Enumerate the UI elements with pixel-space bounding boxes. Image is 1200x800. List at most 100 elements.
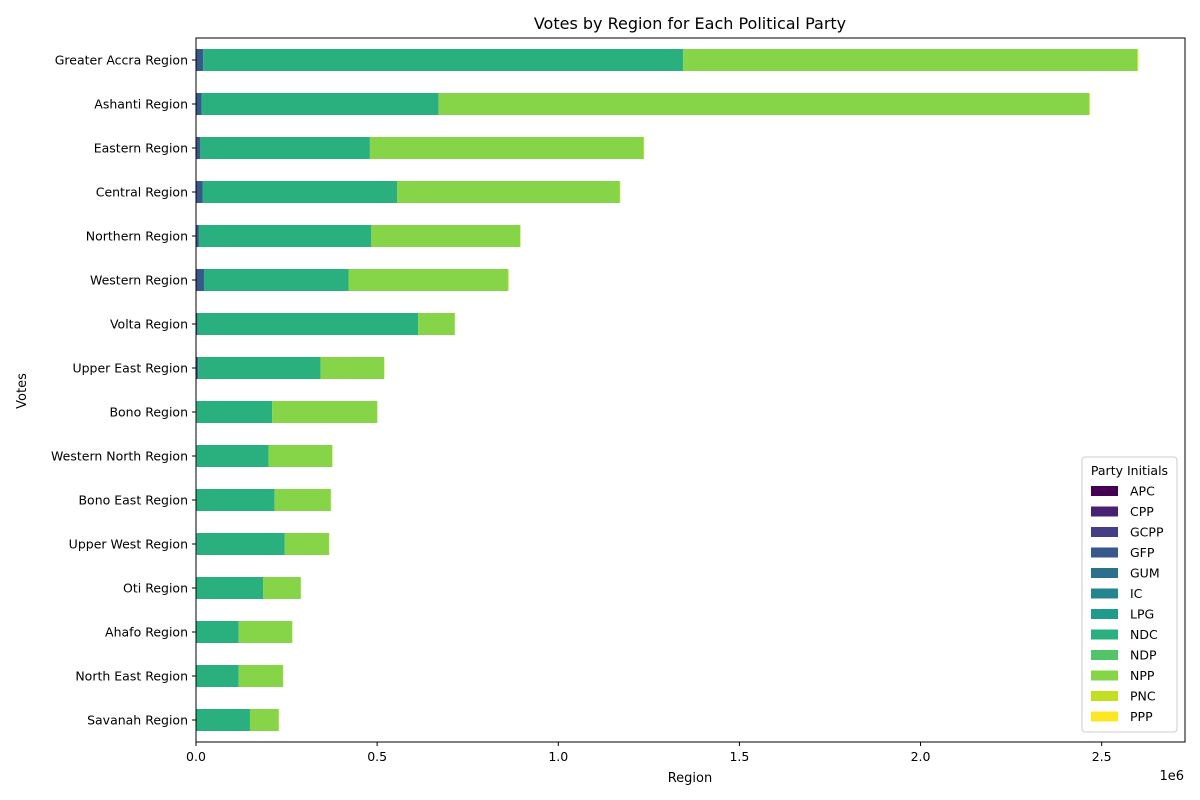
bar-npp-8 bbox=[320, 357, 385, 379]
y-tick-label: Greater Accra Region bbox=[55, 53, 188, 68]
bar-npp-9 bbox=[272, 401, 378, 423]
chart-title: Votes by Region for Each Political Party bbox=[534, 14, 846, 33]
bar-gfp-1 bbox=[196, 49, 204, 71]
plot-frame bbox=[195, 37, 1186, 743]
x-tick-labels: 0.0 0.5 1.0 1.5 2.0 2.5 bbox=[186, 742, 1112, 764]
bar-ndc-5 bbox=[198, 225, 372, 247]
legend-label-ndp: NDP bbox=[1130, 648, 1157, 663]
bar-gfp-7 bbox=[196, 313, 198, 335]
bar-pnc-6 bbox=[507, 269, 509, 291]
x-tick-label: 2.0 bbox=[911, 749, 931, 764]
bar-pnc-4 bbox=[619, 181, 621, 203]
y-tick-label: Northern Region bbox=[86, 229, 188, 244]
bar-npp-4 bbox=[397, 181, 620, 203]
bar-ndc-11 bbox=[196, 489, 275, 511]
bar-ndc-1 bbox=[203, 49, 684, 71]
bar-npp-6 bbox=[348, 269, 508, 291]
bar-ndc-3 bbox=[200, 137, 370, 159]
bar-gfp-8 bbox=[196, 357, 199, 379]
legend-swatch-cpp bbox=[1091, 506, 1118, 517]
y-tick-label: Upper East Region bbox=[72, 361, 188, 376]
y-tick-label: Ahafo Region bbox=[105, 625, 188, 640]
bar-ndc-7 bbox=[197, 313, 419, 335]
bar-pnc-2 bbox=[1088, 93, 1090, 115]
bar-gfp-5 bbox=[196, 225, 199, 247]
axes-layer bbox=[195, 37, 1186, 743]
legend-label-gum: GUM bbox=[1130, 566, 1160, 581]
legend-swatch-ppp bbox=[1091, 711, 1118, 722]
y-tick-label: Volta Region bbox=[110, 317, 188, 332]
bar-npp-12 bbox=[284, 533, 329, 555]
legend-label-ppp: PPP bbox=[1130, 709, 1153, 724]
y-axis-title: Votes bbox=[15, 373, 30, 409]
legend-label-ndc: NDC bbox=[1130, 627, 1158, 642]
bar-npp-16 bbox=[249, 709, 279, 731]
bar-pnc-3 bbox=[643, 137, 645, 159]
legend-title: Party Initials bbox=[1091, 463, 1168, 478]
y-tick-label: North East Region bbox=[75, 669, 188, 684]
y-tick-labels: Greater Accra Region Ashanti Region Easter… bbox=[51, 53, 196, 728]
legend-swatch-ndc bbox=[1091, 629, 1118, 640]
bar-ndc-12 bbox=[196, 533, 285, 555]
y-tick-label: Central Region bbox=[96, 185, 188, 200]
x-tick-label: 0.5 bbox=[367, 749, 387, 764]
legend-swatch-lpg bbox=[1091, 609, 1118, 619]
x-tick-label: 1.5 bbox=[729, 749, 749, 764]
legend-label-npp: NPP bbox=[1130, 668, 1155, 683]
y-tick-label: Bono East Region bbox=[78, 493, 188, 508]
legend-label-cpp: CPP bbox=[1130, 504, 1154, 519]
bar-ndc-9 bbox=[196, 401, 273, 423]
legend-swatch-npp bbox=[1091, 670, 1118, 681]
legend-swatch-gcpp bbox=[1091, 527, 1118, 537]
bar-ndc-6 bbox=[203, 269, 349, 291]
y-tick-label: Western North Region bbox=[51, 449, 188, 464]
y-tick-label: Western Region bbox=[90, 273, 188, 288]
legend-label-apc: APC bbox=[1130, 484, 1155, 499]
bar-npp-11 bbox=[274, 489, 331, 511]
y-tick-label: Ashanti Region bbox=[94, 97, 188, 112]
bar-ndc-2 bbox=[201, 93, 439, 115]
legend-label-gcpp: GCPP bbox=[1130, 525, 1164, 540]
bar-ndc-4 bbox=[202, 181, 398, 203]
legend-label-ic: IC bbox=[1130, 586, 1143, 601]
bar-npp-5 bbox=[371, 225, 521, 247]
x-axis-title: Region bbox=[668, 771, 713, 786]
bar-gfp-6 bbox=[196, 269, 204, 291]
bar-ndc-10 bbox=[196, 445, 269, 467]
bar-gfp-4 bbox=[196, 181, 203, 203]
x-tick-label: 0.0 bbox=[186, 749, 206, 764]
bar-gfp-2 bbox=[196, 93, 202, 115]
bar-ndc-16 bbox=[196, 709, 250, 731]
x-tick-label: 2.5 bbox=[1092, 749, 1112, 764]
bar-npp-2 bbox=[438, 93, 1089, 115]
bar-npp-7 bbox=[418, 313, 455, 335]
legend-label-gfp: GFP bbox=[1130, 545, 1155, 560]
y-tick-label: Upper West Region bbox=[69, 537, 188, 552]
bar-npp-15 bbox=[238, 665, 283, 687]
bar-gfp-3 bbox=[196, 137, 201, 159]
legend-label-lpg: LPG bbox=[1130, 607, 1154, 622]
bar-npp-1 bbox=[683, 49, 1138, 71]
y-tick-label: Oti Region bbox=[123, 581, 188, 596]
bars-layer bbox=[196, 49, 1139, 731]
bar-npp-3 bbox=[369, 137, 644, 159]
bar-pnc-1 bbox=[1137, 49, 1139, 71]
bar-npp-13 bbox=[263, 577, 301, 599]
bar-npp-14 bbox=[238, 621, 293, 643]
x-axis-scale-note: 1e6 bbox=[1159, 769, 1184, 784]
legend-swatch-pnc bbox=[1091, 691, 1118, 701]
legend: Party Initials APC CPP GCPP GFP GUM IC LPG NDC ND… bbox=[1081, 456, 1178, 733]
bar-ndc-13 bbox=[196, 577, 264, 599]
legend-swatch-ic bbox=[1091, 588, 1118, 599]
bar-ndc-14 bbox=[196, 621, 239, 643]
bar-ndc-8 bbox=[198, 357, 321, 379]
bar-npp-10 bbox=[268, 445, 333, 467]
y-tick-label: Eastern Region bbox=[94, 141, 188, 156]
legend-swatch-apc bbox=[1091, 486, 1118, 496]
y-tick-label: Bono Region bbox=[109, 405, 188, 420]
y-tick-label: Savanah Region bbox=[87, 713, 188, 728]
x-tick-label: 1.0 bbox=[548, 749, 568, 764]
legend-label-pnc: PNC bbox=[1130, 689, 1156, 704]
legend-swatch-gum bbox=[1091, 568, 1118, 578]
